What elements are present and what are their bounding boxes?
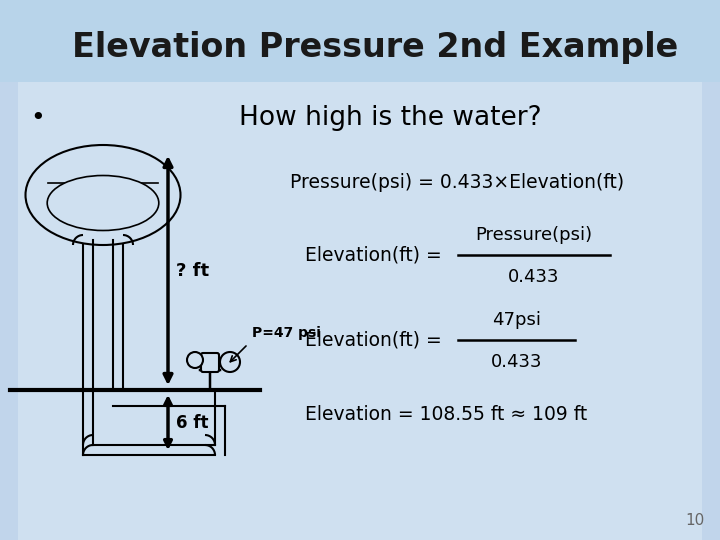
Ellipse shape: [25, 145, 181, 245]
Circle shape: [187, 352, 203, 368]
FancyBboxPatch shape: [702, 0, 720, 540]
Text: How high is the water?: How high is the water?: [239, 105, 541, 131]
FancyBboxPatch shape: [201, 353, 219, 372]
Text: 0.433: 0.433: [491, 353, 542, 371]
Circle shape: [220, 352, 240, 372]
Ellipse shape: [48, 176, 159, 231]
Text: 10: 10: [685, 513, 705, 528]
Text: Pressure(psi): Pressure(psi): [475, 226, 593, 244]
Text: •: •: [31, 106, 45, 130]
Text: ? ft: ? ft: [176, 261, 209, 280]
Text: 47psi: 47psi: [492, 311, 541, 329]
Text: Elevation Pressure 2nd Example: Elevation Pressure 2nd Example: [72, 31, 678, 64]
Text: 0.433: 0.433: [508, 268, 559, 286]
FancyBboxPatch shape: [0, 0, 720, 82]
Text: 6 ft: 6 ft: [176, 414, 209, 431]
Text: Pressure(psi) = 0.433×Elevation(ft): Pressure(psi) = 0.433×Elevation(ft): [290, 172, 624, 192]
Text: P=47 psi: P=47 psi: [252, 326, 321, 340]
FancyBboxPatch shape: [0, 0, 18, 540]
Text: Elevation(ft) =: Elevation(ft) =: [305, 246, 442, 265]
Text: Elevation = 108.55 ft ≈ 109 ft: Elevation = 108.55 ft ≈ 109 ft: [305, 406, 588, 424]
Text: Elevation(ft) =: Elevation(ft) =: [305, 330, 442, 349]
